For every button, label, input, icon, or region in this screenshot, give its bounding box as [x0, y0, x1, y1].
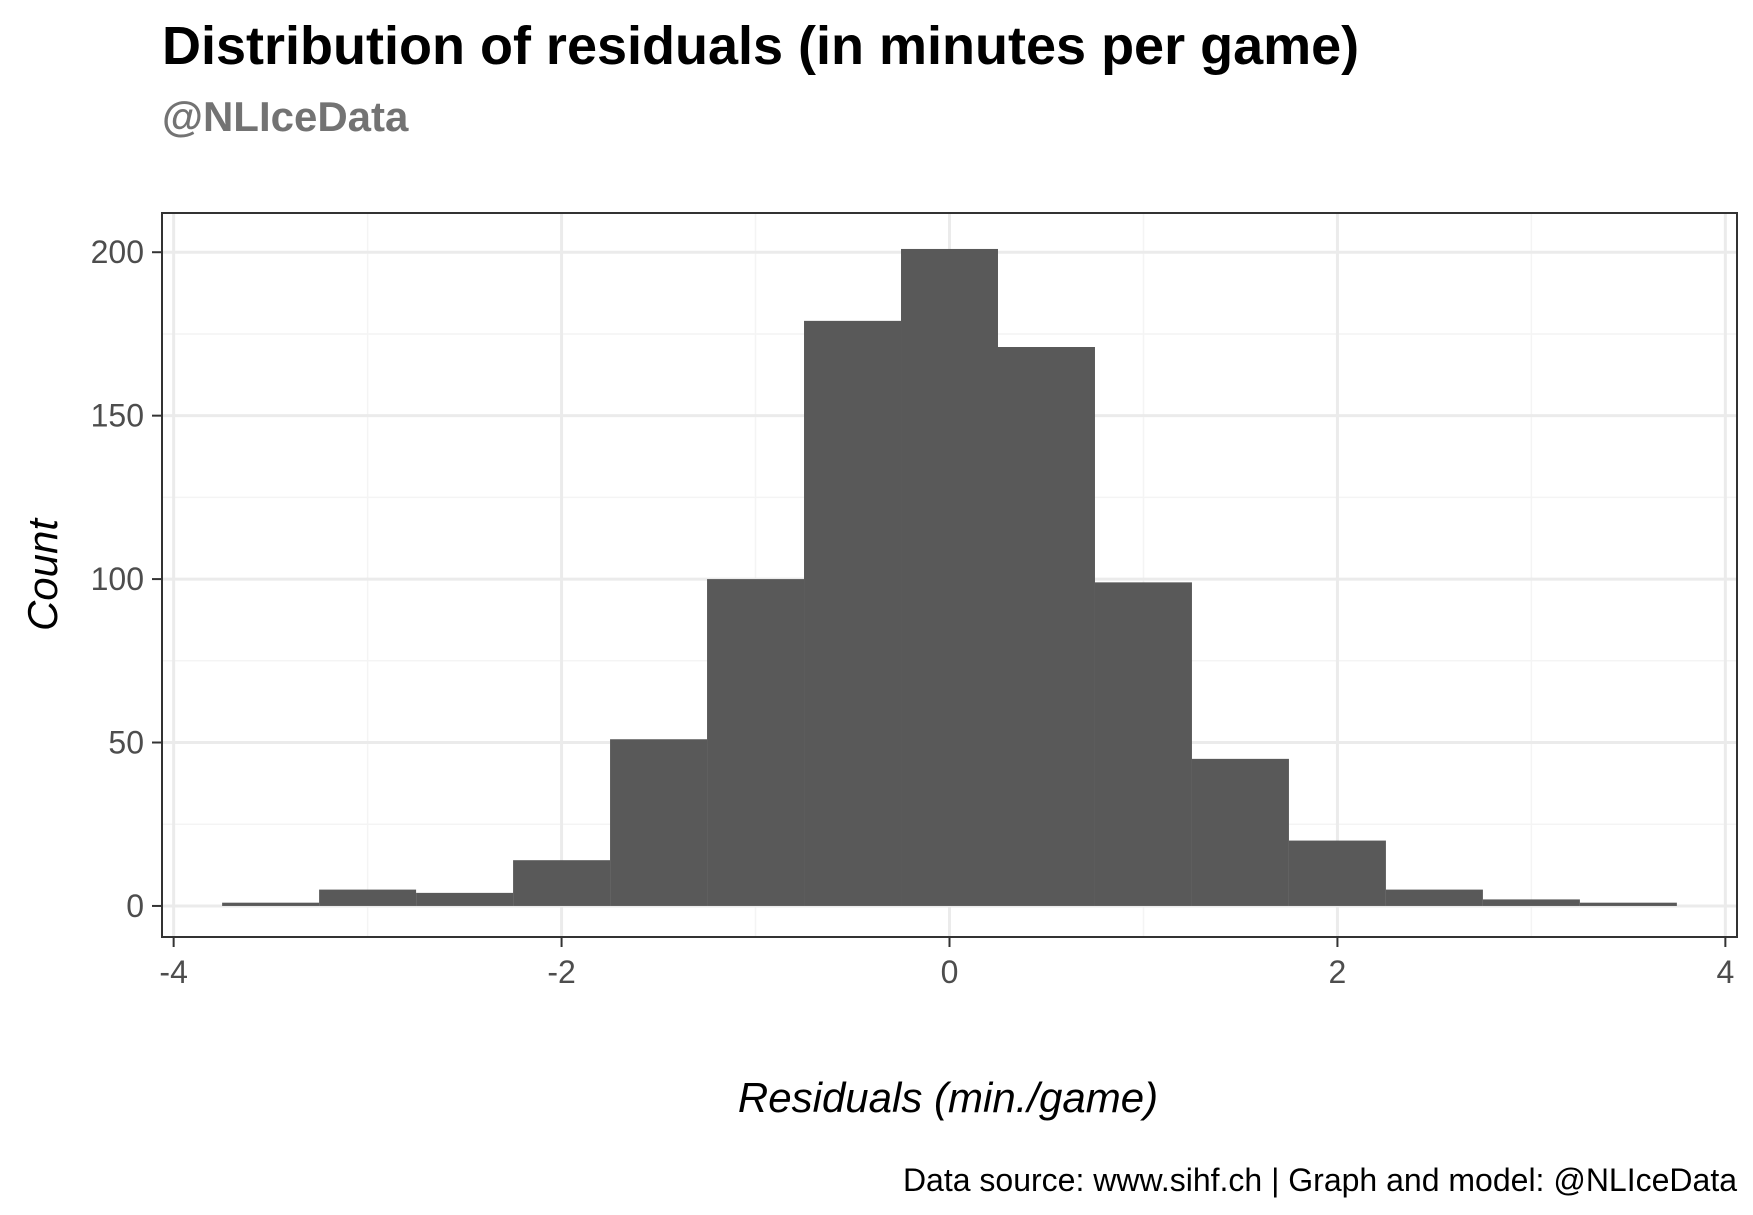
- plot-panel: [161, 212, 1738, 938]
- histogram-bar: [707, 579, 805, 906]
- histogram-bar: [513, 860, 611, 906]
- histogram-bar: [319, 889, 417, 906]
- histogram-bar: [416, 892, 514, 906]
- histogram-bar: [222, 902, 320, 906]
- x-tick-label: 2: [1329, 954, 1347, 990]
- x-tick-label: 0: [941, 954, 959, 990]
- histogram-bar: [1094, 582, 1192, 906]
- x-tick-label: -2: [547, 954, 575, 990]
- chart-title: Distribution of residuals (in minutes pe…: [162, 16, 1359, 76]
- x-tick-label: -4: [159, 954, 187, 990]
- histogram-bar: [804, 320, 902, 906]
- histogram-bar: [1579, 902, 1677, 906]
- chart-caption: Data source: www.sihf.ch | Graph and mod…: [903, 1162, 1737, 1198]
- histogram-bar: [1482, 899, 1580, 906]
- x-axis-title: Residuals (min./game): [738, 1074, 1158, 1121]
- histogram-bar: [1385, 889, 1483, 906]
- y-tick-label: 150: [91, 398, 144, 434]
- y-tick-label: 100: [91, 561, 144, 597]
- histogram-bar: [1191, 758, 1289, 906]
- chart-subtitle: @NLIceData: [162, 93, 409, 140]
- histogram-bars: [222, 248, 1677, 906]
- histogram-bar: [901, 248, 998, 906]
- y-axis: 0 50 100 150 200: [91, 234, 162, 924]
- y-tick-label: 50: [108, 725, 144, 761]
- y-tick-label: 0: [126, 888, 144, 924]
- y-axis-title: Count: [19, 517, 66, 631]
- histogram-bar: [1288, 840, 1386, 906]
- histogram-bar: [997, 347, 1095, 906]
- histogram-bar: [610, 739, 708, 906]
- y-tick-label: 200: [91, 234, 144, 270]
- x-axis: -4 -2 0 2 4: [159, 937, 1734, 990]
- x-tick-label: 4: [1716, 954, 1734, 990]
